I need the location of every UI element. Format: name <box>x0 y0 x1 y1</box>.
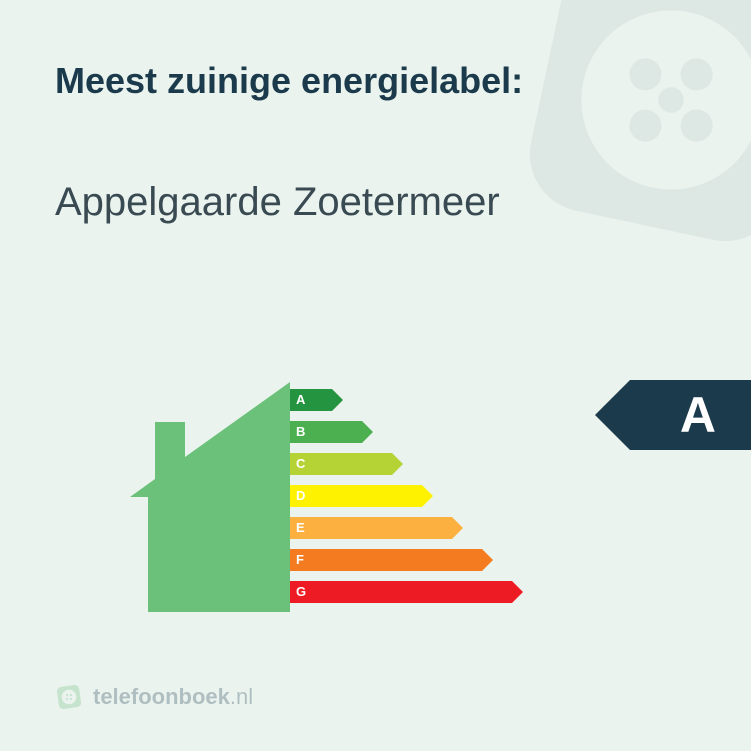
footer-brand: telefoonboek.nl <box>55 683 253 711</box>
energy-bar-d: D <box>290 481 310 511</box>
location-name: Appelgaarde Zoetermeer <box>55 180 500 225</box>
bar-label: C <box>290 453 310 475</box>
bar-shape <box>290 517 452 539</box>
energy-bar-e: E <box>290 513 310 543</box>
bar-label: D <box>290 485 310 507</box>
bar-label: B <box>290 421 310 443</box>
bar-shape <box>290 581 512 603</box>
energy-bar-f: F <box>290 545 310 575</box>
brand-icon <box>55 683 83 711</box>
rating-badge: A <box>630 380 751 450</box>
energy-bar-g: G <box>290 577 310 607</box>
house-icon <box>130 382 290 612</box>
brand-tld: .nl <box>230 684 253 709</box>
energy-bar-c: C <box>290 449 310 479</box>
rating-letter: A <box>680 386 716 444</box>
energy-bar-b: B <box>290 417 310 447</box>
bar-label: A <box>290 389 310 411</box>
energy-bars: ABCDEFG <box>290 385 310 609</box>
brand-name: telefoonboek <box>93 684 230 709</box>
energy-label-chart: ABCDEFG <box>130 370 600 615</box>
bar-shape <box>290 549 482 571</box>
page-title: Meest zuinige energielabel: <box>55 60 523 102</box>
energy-bar-a: A <box>290 385 310 415</box>
bar-label: G <box>290 581 310 603</box>
bar-label: E <box>290 517 310 539</box>
bar-label: F <box>290 549 310 571</box>
watermark-icon <box>511 0 751 260</box>
brand-text: telefoonboek.nl <box>93 684 253 710</box>
